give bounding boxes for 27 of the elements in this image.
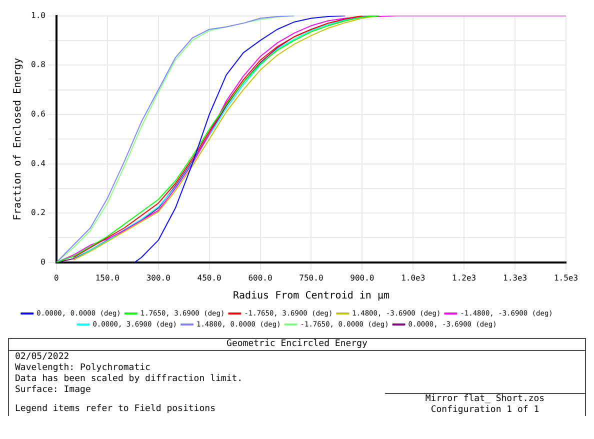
y-tick-label: 1.0 <box>30 10 46 20</box>
x-tick-label: 150.0 <box>95 273 120 282</box>
text: Wavelength: Polychromatic <box>15 363 152 374</box>
y-tick-label: 0 <box>40 257 46 266</box>
x-tick-label: 1.3e3 <box>503 273 528 282</box>
y-tick-label: 0.4 <box>30 158 46 168</box>
x-tick-label: 1.2e3 <box>452 273 476 282</box>
x-tick-label: 1.5e3 <box>554 273 578 282</box>
text: Legend items refer to Field positions <box>15 404 216 415</box>
x-tick-label: 1.0e3 <box>401 273 426 282</box>
x-tick-label: 600.0 <box>248 273 272 282</box>
x-tick-label: 900.0 <box>350 273 374 282</box>
x-axis-title: Radius From Centroid in µm <box>232 290 390 302</box>
x-tick-label: 750.0 <box>299 273 324 282</box>
y-tick-label: 0.8 <box>30 60 46 70</box>
y-tick-label: 0.6 <box>30 110 46 119</box>
text: 02/05/2022 <box>15 352 70 363</box>
text: Geometric Encircled Energy <box>9 339 585 351</box>
text: Configuration 1 of 1 <box>430 405 540 416</box>
text: Surface: Image <box>15 385 92 396</box>
y-tick-label: 0.2 <box>30 208 46 218</box>
y-axis-title: Fraction of Enclosed Energy <box>12 58 24 220</box>
x-tick-label: 0 <box>54 273 60 282</box>
x-tick-label: 450.0 <box>197 273 222 282</box>
text: Data has been scaled by diffraction limit. <box>15 374 244 385</box>
text: Mirror flat_ Short.zos <box>424 394 546 405</box>
x-tick-label: 300.0 <box>146 273 171 282</box>
